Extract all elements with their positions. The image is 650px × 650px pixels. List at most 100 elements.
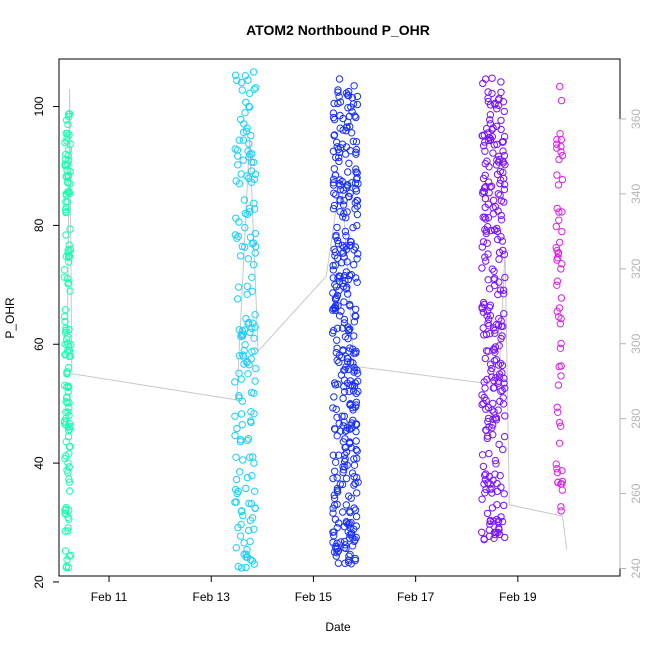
data-point [339, 466, 348, 474]
data-point [332, 458, 340, 466]
data-point [479, 324, 487, 332]
data-point [246, 537, 254, 546]
data-point [336, 186, 345, 194]
data-point [330, 175, 338, 184]
data-point [244, 147, 252, 155]
data-point [240, 326, 249, 334]
data-point [232, 475, 241, 484]
data-point [479, 142, 488, 150]
data-point [495, 152, 503, 161]
data-point [333, 523, 341, 532]
data-point [500, 180, 509, 189]
data-point [353, 473, 361, 482]
data-point [557, 339, 565, 348]
data-point [478, 495, 486, 503]
data-point [250, 459, 258, 467]
data-point [483, 509, 492, 518]
data-point [338, 480, 347, 489]
data-point [353, 92, 362, 101]
data-point [500, 185, 509, 194]
data-point [498, 138, 507, 146]
data-point [487, 367, 495, 375]
data-point [495, 255, 503, 263]
data-point [553, 277, 562, 285]
data-point [332, 153, 340, 162]
data-point [557, 503, 565, 511]
data-point [500, 432, 509, 441]
data-point [496, 155, 504, 164]
data-point [488, 89, 496, 98]
data-point [497, 78, 505, 86]
data-point [344, 275, 353, 284]
data-point [340, 388, 349, 396]
data-point [348, 108, 356, 116]
data-point [330, 115, 339, 124]
data-point [481, 147, 489, 155]
data-point [235, 218, 243, 226]
data-point [234, 283, 243, 291]
data-point [232, 177, 240, 185]
data-point [553, 204, 561, 213]
data-point [250, 175, 259, 183]
data-point [65, 189, 74, 198]
data-point [61, 138, 69, 147]
data-point [333, 223, 341, 232]
data-point [245, 89, 254, 98]
data-point [558, 486, 566, 494]
data-point [332, 405, 340, 413]
data-point [555, 418, 564, 427]
data-point [63, 393, 71, 401]
data-point [67, 340, 75, 349]
data-point [555, 439, 564, 447]
data-point [332, 283, 340, 291]
data-point [66, 245, 75, 254]
data-point [479, 238, 488, 246]
data-point [350, 82, 358, 90]
data-point [338, 241, 346, 250]
data-point [346, 377, 354, 385]
data-point [62, 562, 71, 571]
data-point [555, 362, 563, 371]
data-point [555, 313, 563, 321]
data-point [65, 112, 73, 121]
data-point [338, 324, 347, 332]
data-point [250, 525, 258, 533]
data-point [331, 252, 339, 260]
data-point [344, 323, 352, 331]
data-point [248, 287, 256, 295]
data-point [63, 137, 71, 145]
data-point [479, 213, 487, 221]
data-point [242, 563, 250, 572]
data-point [336, 111, 344, 120]
data-point [345, 552, 353, 560]
data-point [489, 210, 498, 218]
data-point [494, 290, 502, 299]
data-point [331, 295, 340, 304]
data-point [481, 354, 489, 363]
y-axis-right: 240 260 280 300 320 340 360 [619, 109, 643, 579]
data-point [241, 72, 250, 80]
data-point [336, 181, 344, 190]
data-point [341, 227, 350, 236]
data-point [486, 329, 494, 338]
data-point [232, 453, 240, 461]
data-point [484, 200, 492, 208]
data-point [354, 478, 362, 486]
data-point [553, 144, 561, 152]
data-point [348, 469, 357, 477]
data-point [493, 487, 501, 496]
data-points [60, 68, 567, 572]
data-point [337, 307, 345, 315]
data-point [553, 140, 561, 148]
data-point [498, 237, 507, 245]
data-point [60, 381, 69, 390]
data-point [348, 419, 356, 427]
data-point [62, 208, 70, 217]
data-point [497, 483, 505, 491]
data-point [237, 520, 245, 529]
data-point [60, 417, 69, 425]
data-point [558, 227, 566, 236]
data-point [65, 247, 74, 255]
data-point [490, 267, 498, 275]
data-point [490, 517, 498, 525]
